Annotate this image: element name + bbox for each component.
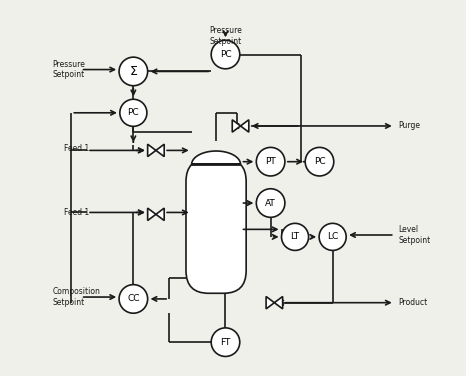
Text: CC: CC: [127, 294, 140, 303]
Circle shape: [211, 328, 240, 356]
Polygon shape: [156, 208, 164, 220]
Circle shape: [211, 40, 240, 69]
Polygon shape: [240, 120, 249, 132]
Text: Level
Setpoint: Level Setpoint: [398, 225, 431, 245]
Circle shape: [256, 189, 285, 217]
Circle shape: [120, 99, 147, 126]
Text: Product: Product: [398, 298, 428, 307]
Text: Purge: Purge: [398, 121, 420, 130]
Circle shape: [256, 147, 285, 176]
Text: LC: LC: [327, 232, 338, 241]
Polygon shape: [148, 208, 156, 220]
Text: LT: LT: [290, 232, 300, 241]
Circle shape: [305, 147, 334, 176]
Circle shape: [281, 223, 308, 250]
Text: Pressure
Setpoint: Pressure Setpoint: [53, 60, 85, 79]
Text: Pressure
Setpoint: Pressure Setpoint: [209, 26, 242, 46]
Circle shape: [119, 285, 148, 313]
Text: Feed 1: Feed 1: [64, 208, 89, 217]
Text: AT: AT: [265, 199, 276, 208]
Text: Σ: Σ: [130, 65, 137, 78]
Polygon shape: [148, 144, 156, 156]
Polygon shape: [274, 296, 283, 309]
Text: PC: PC: [219, 50, 231, 59]
Text: PC: PC: [128, 108, 139, 117]
Text: Feed 1: Feed 1: [64, 144, 89, 153]
Polygon shape: [232, 120, 240, 132]
Text: FT: FT: [220, 338, 231, 347]
Polygon shape: [192, 151, 240, 164]
Text: PC: PC: [314, 157, 325, 166]
Polygon shape: [266, 296, 274, 309]
Polygon shape: [156, 144, 164, 156]
Text: Composition
Setpoint: Composition Setpoint: [53, 287, 100, 307]
FancyBboxPatch shape: [186, 159, 246, 293]
Circle shape: [319, 223, 346, 250]
Text: PT: PT: [265, 157, 276, 166]
Circle shape: [119, 57, 148, 86]
